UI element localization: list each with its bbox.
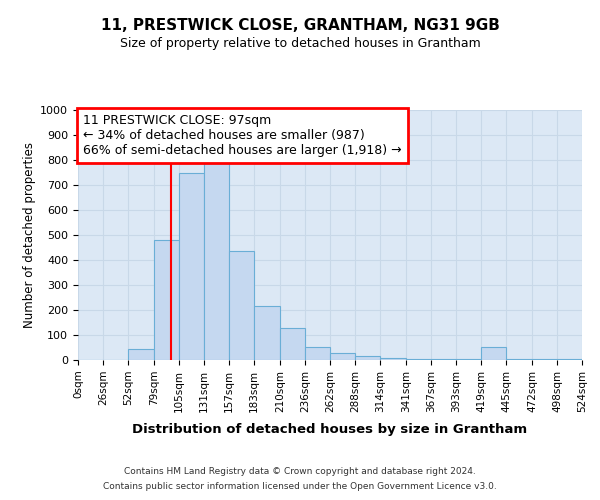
Bar xyxy=(506,359,532,360)
Text: 11, PRESTWICK CLOSE, GRANTHAM, NG31 9GB: 11, PRESTWICK CLOSE, GRANTHAM, NG31 9GB xyxy=(101,18,499,32)
Bar xyxy=(154,240,179,360)
Bar xyxy=(406,359,431,360)
Bar xyxy=(204,162,229,360)
Text: Contains HM Land Registry data © Crown copyright and database right 2024.: Contains HM Land Registry data © Crown c… xyxy=(124,467,476,476)
Bar xyxy=(330,353,355,360)
Bar xyxy=(280,328,305,360)
Bar xyxy=(229,251,254,360)
Bar xyxy=(179,172,204,360)
Bar xyxy=(481,347,506,360)
Text: Size of property relative to detached houses in Grantham: Size of property relative to detached ho… xyxy=(119,38,481,51)
Bar xyxy=(355,356,380,360)
Bar xyxy=(254,306,280,360)
Bar xyxy=(532,359,557,360)
Bar xyxy=(305,347,330,360)
Text: Contains public sector information licensed under the Open Government Licence v3: Contains public sector information licen… xyxy=(103,482,497,491)
Bar xyxy=(128,349,154,360)
Bar xyxy=(456,359,481,360)
Bar xyxy=(431,359,456,360)
Bar xyxy=(380,358,406,360)
X-axis label: Distribution of detached houses by size in Grantham: Distribution of detached houses by size … xyxy=(133,423,527,436)
Bar xyxy=(557,359,582,360)
Y-axis label: Number of detached properties: Number of detached properties xyxy=(23,142,36,328)
Text: 11 PRESTWICK CLOSE: 97sqm
← 34% of detached houses are smaller (987)
66% of semi: 11 PRESTWICK CLOSE: 97sqm ← 34% of detac… xyxy=(83,114,401,157)
